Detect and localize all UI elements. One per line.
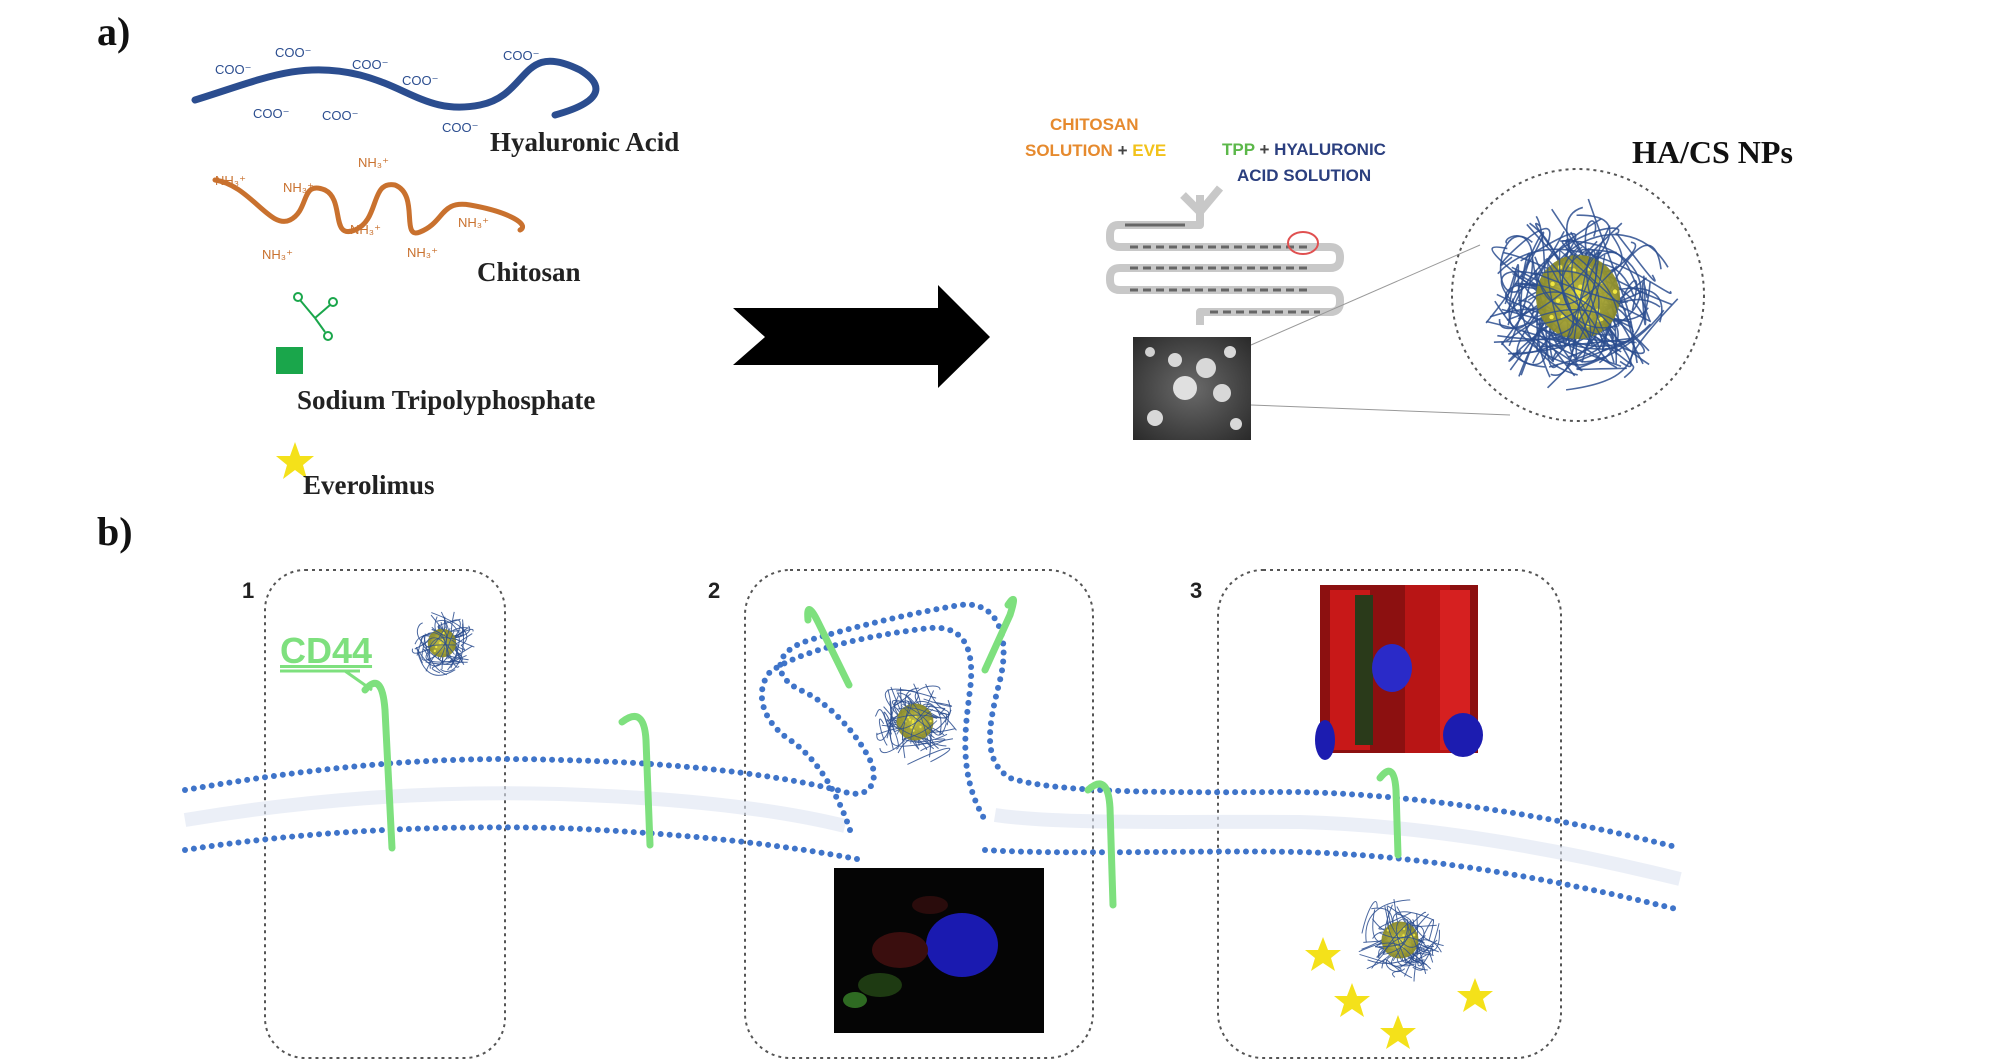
drug-star-1 xyxy=(1305,937,1341,971)
tem-micrograph xyxy=(1133,337,1251,440)
coo-group-3: COO⁻ xyxy=(352,57,388,73)
step-1-number: 1 xyxy=(242,578,254,604)
drug-star-4 xyxy=(1457,978,1493,1012)
chitosan-solution-line2: SOLUTION + EVE xyxy=(1025,141,1166,161)
nanoparticle-extracellular xyxy=(412,612,474,676)
coo-group-4: COO⁻ xyxy=(402,73,438,89)
cd44-pointer-diag xyxy=(345,671,372,690)
everolimus-label: Everolimus xyxy=(303,470,435,501)
coo-group-7: COO⁻ xyxy=(322,108,358,124)
coo-group-1: COO⁻ xyxy=(215,62,251,78)
tpp-ha-solution-line1: TPP + HYALURONIC xyxy=(1222,140,1386,160)
eve-word: EVE xyxy=(1132,141,1166,160)
nh3-group-2: NH₃⁺ xyxy=(283,180,314,196)
tpp-plus: + xyxy=(1260,140,1270,159)
panel-b-label: b) xyxy=(97,508,133,555)
panel-a-label: a) xyxy=(97,8,130,55)
step-2-number: 2 xyxy=(708,578,720,604)
step-3-number: 3 xyxy=(1190,578,1202,604)
nanoparticle-large-icon xyxy=(1486,199,1678,390)
nh3-group-6: NH₃⁺ xyxy=(407,245,438,261)
tpp-molecule-icon xyxy=(294,293,337,340)
cd44-receptor-3 xyxy=(808,609,849,685)
hyaluronic-word: HYALURONIC xyxy=(1274,140,1386,159)
nh3-group-5: NH₃⁺ xyxy=(262,247,293,263)
zoom-line-top xyxy=(1251,245,1480,345)
zoom-line-bottom xyxy=(1251,405,1510,415)
nanoparticles-title: HA/CS NPs xyxy=(1632,134,1793,171)
process-arrow-icon xyxy=(733,285,990,388)
acid-solution-line2: ACID SOLUTION xyxy=(1237,166,1371,186)
nh3-group-1: NH₃⁺ xyxy=(215,173,246,189)
nanoparticle-intracellular xyxy=(1359,899,1444,981)
tpp-label: Sodium Tripolyphosphate xyxy=(297,385,595,416)
confocal-image-step3 xyxy=(1315,585,1483,760)
coo-group-2: COO⁻ xyxy=(275,45,311,61)
cd44-receptor-1 xyxy=(365,683,392,848)
tpp-square-icon xyxy=(276,347,303,374)
coo-group-6: COO⁻ xyxy=(253,106,289,122)
chitosan-plus: + xyxy=(1118,141,1128,160)
nh3-group-7: NH₃⁺ xyxy=(458,215,489,231)
chitosan-solution-line1: CHITOSAN xyxy=(1050,115,1138,135)
chitosan-solution-word: SOLUTION xyxy=(1025,141,1113,160)
nh3-group-4: NH₃⁺ xyxy=(350,222,381,238)
cd44-receptor-6 xyxy=(1380,771,1398,855)
chitosan-label: Chitosan xyxy=(477,257,581,288)
cd44-label: CD44 xyxy=(280,630,372,672)
confocal-image-step2 xyxy=(834,868,1044,1033)
drug-star-2 xyxy=(1334,983,1370,1017)
tpp-word: TPP xyxy=(1222,140,1255,159)
nanoparticle-endocytosis xyxy=(875,684,956,765)
cd44-receptor-2 xyxy=(622,716,650,845)
coo-group-5: COO⁻ xyxy=(503,48,539,64)
hyaluronic-acid-label: Hyaluronic Acid xyxy=(490,127,679,158)
coo-group-8: COO⁻ xyxy=(442,120,478,136)
cd44-receptor-5 xyxy=(1088,784,1113,905)
nh3-group-3: NH₃⁺ xyxy=(358,155,389,171)
drug-star-3 xyxy=(1380,1015,1416,1049)
microfluidic-chip-diagram xyxy=(1110,188,1340,325)
